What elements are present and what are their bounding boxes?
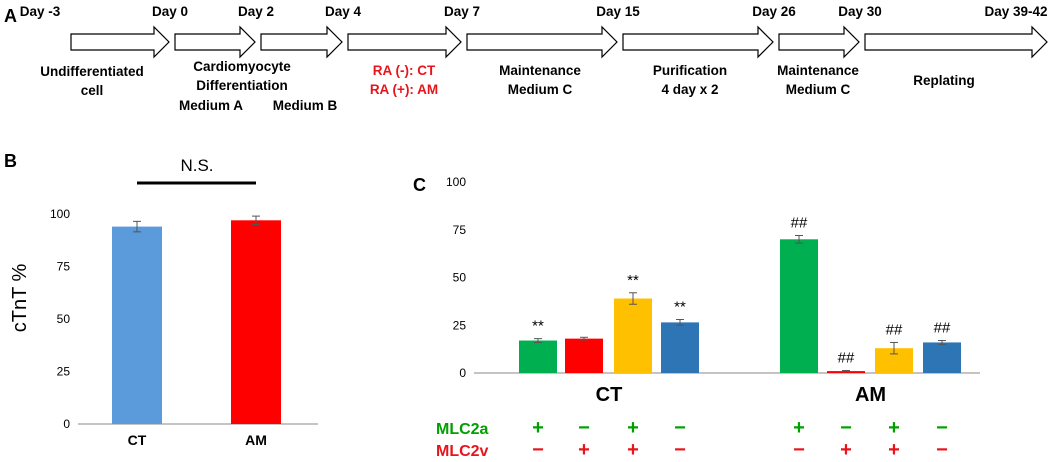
x-tick-label: CT xyxy=(128,432,147,448)
bar xyxy=(780,239,818,373)
y-tick-label: 25 xyxy=(57,365,71,379)
bar xyxy=(661,322,699,373)
timeline-day-label: Day 26 xyxy=(752,4,796,19)
marker-sign: − xyxy=(578,417,590,439)
timeline-day-label: Day 30 xyxy=(838,4,882,19)
y-tick-label: 0 xyxy=(63,417,70,431)
timeline-stage-label: RA (+): AM xyxy=(370,82,438,97)
marker-sign: − xyxy=(936,439,948,461)
timeline-arrow xyxy=(864,25,1048,59)
marker-sign: + xyxy=(627,417,639,439)
significance-marker: ** xyxy=(532,318,544,335)
timeline-stage-label: Medium C xyxy=(786,82,851,97)
timeline-stage-label: 4 day x 2 xyxy=(661,82,718,97)
timeline-day-label: Day 2 xyxy=(238,4,274,19)
panel-b-label: B xyxy=(4,151,17,171)
marker-row-label: MLC2v xyxy=(436,443,489,460)
timeline-day-label: Day 4 xyxy=(325,4,362,19)
bar xyxy=(231,220,281,424)
panel-c-marker-table: MLC2a + − + − + − + −MLC2v − + + − − + + − xyxy=(436,417,948,461)
ns-annotation: N.S. xyxy=(180,156,213,175)
timeline-arrow xyxy=(260,25,343,59)
marker-sign: + xyxy=(793,417,805,439)
panel-b-bars xyxy=(112,215,281,424)
timeline-arrow xyxy=(174,25,256,59)
significance-marker: ## xyxy=(791,214,808,231)
timeline-stage-label: Maintenance xyxy=(777,63,859,78)
y-tick-label: 75 xyxy=(453,223,467,237)
marker-sign: + xyxy=(532,417,544,439)
panel-b-y-axis-label: cTnT % xyxy=(9,264,31,333)
timeline-arrow xyxy=(347,25,462,59)
marker-sign: + xyxy=(888,417,900,439)
marker-sign: + xyxy=(888,439,900,461)
panel-c-bars: ** ** ** ## ## ## ## xyxy=(519,214,961,373)
y-tick-label: 100 xyxy=(50,207,70,221)
marker-sign: − xyxy=(674,439,686,461)
y-tick-label: 100 xyxy=(446,175,466,189)
group-label: CT xyxy=(596,384,623,406)
timeline-stage-label: Replating xyxy=(913,73,975,88)
bar xyxy=(519,340,557,373)
y-tick-label: 50 xyxy=(453,271,467,285)
timeline-stage-labels: Undifferentiated cell Cardiomyocyte Differe… xyxy=(40,59,975,113)
significance-marker: ## xyxy=(886,321,903,338)
x-tick-label: AM xyxy=(245,432,267,448)
timeline-day-label: Day 39-42 xyxy=(984,4,1047,19)
timeline-arrows xyxy=(70,25,1048,59)
significance-marker: ## xyxy=(934,320,951,337)
timeline-stage-label: Medium A xyxy=(179,98,243,113)
timeline-arrow xyxy=(778,25,860,59)
timeline-stage-label: RA (-): CT xyxy=(373,63,436,78)
significance-marker: ** xyxy=(674,299,686,316)
marker-sign: + xyxy=(578,439,590,461)
significance-marker: ** xyxy=(627,272,639,289)
timeline-arrow xyxy=(622,25,774,59)
timeline-stage-label: Medium C xyxy=(508,82,573,97)
timeline-stage-label: Medium B xyxy=(273,98,338,113)
timeline-day-label: Day 0 xyxy=(152,4,188,19)
timeline-day-labels: Day -3 Day 0 Day 2 Day 4 Day 7 Day 15 Day 26 Da… xyxy=(20,4,1048,19)
y-tick-label: 0 xyxy=(459,366,466,380)
panel-b-axes: 0 25 50 75 100 CT AM xyxy=(50,207,318,448)
timeline-stage-label: Cardiomyocyte xyxy=(193,59,291,74)
marker-sign: + xyxy=(627,439,639,461)
marker-sign: − xyxy=(793,439,805,461)
marker-sign: − xyxy=(532,439,544,461)
timeline-stage-label: Undifferentiated xyxy=(40,64,144,79)
timeline-day-label: Day 15 xyxy=(596,4,640,19)
marker-sign: − xyxy=(674,417,686,439)
marker-sign: + xyxy=(840,439,852,461)
panel-c-label: C xyxy=(413,175,426,195)
timeline-stage-label: Maintenance xyxy=(499,63,581,78)
significance-marker: ## xyxy=(838,350,855,367)
timeline-day-label: Day 7 xyxy=(444,4,480,19)
timeline-stage-label: Differentiation xyxy=(196,78,288,93)
timeline-day-label: Day -3 xyxy=(20,4,61,19)
timeline-arrow xyxy=(466,25,618,59)
group-label: AM xyxy=(855,384,886,406)
bar xyxy=(565,338,603,373)
timeline-stage-label: cell xyxy=(81,83,104,98)
bar xyxy=(614,298,652,373)
panel-c-axes: 0 25 50 75 100 CT AM xyxy=(446,175,980,406)
y-tick-label: 25 xyxy=(453,318,467,332)
timeline-stage-label: Purification xyxy=(653,63,727,78)
marker-sign: − xyxy=(936,417,948,439)
bar xyxy=(112,226,162,424)
bar xyxy=(923,342,961,373)
marker-row-label: MLC2a xyxy=(436,421,489,438)
timeline-arrow xyxy=(70,25,170,59)
marker-sign: − xyxy=(840,417,852,439)
y-tick-label: 50 xyxy=(57,312,71,326)
y-tick-label: 75 xyxy=(57,260,71,274)
panel-a-label: A xyxy=(4,6,17,26)
